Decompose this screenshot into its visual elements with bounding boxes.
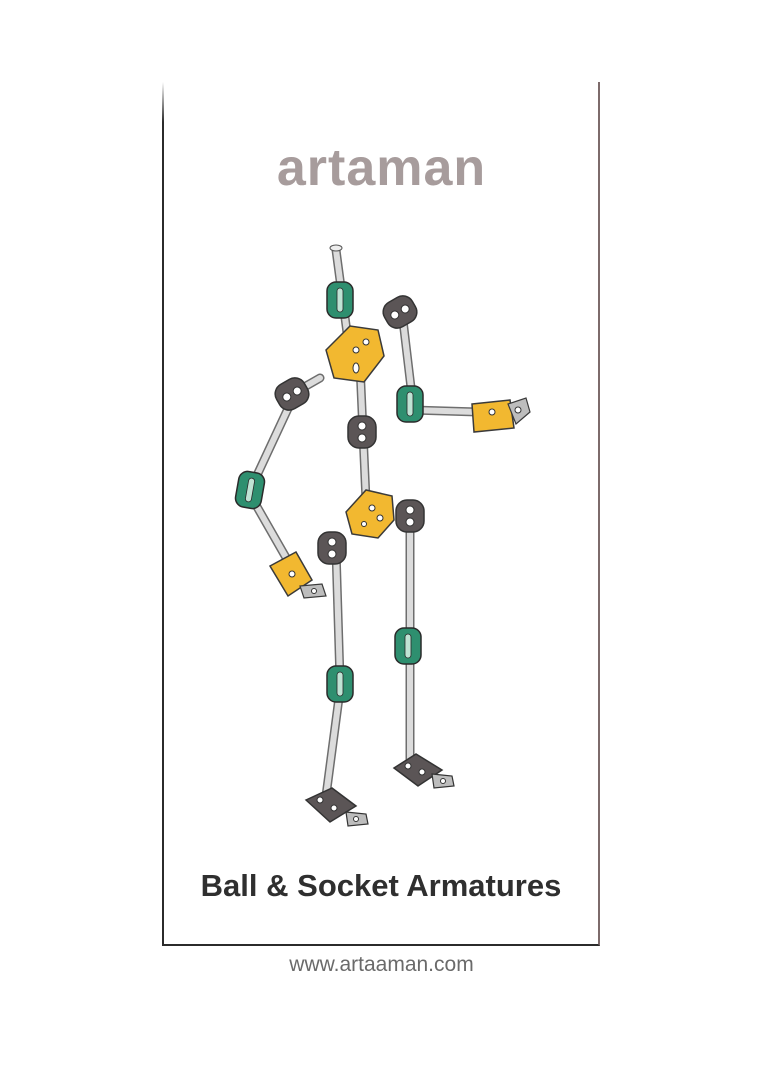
left-elbow-joint xyxy=(233,469,267,511)
right-hand xyxy=(471,397,531,433)
right-hip-joint xyxy=(395,499,425,533)
head-cap xyxy=(329,244,343,252)
right-knee-joint xyxy=(394,627,422,665)
left-hip-joint xyxy=(317,531,347,565)
left-shoulder-joint xyxy=(270,373,314,415)
spine-joint xyxy=(347,415,377,449)
left-knee-joint xyxy=(326,665,354,703)
chest-plate xyxy=(325,325,385,383)
left-hand xyxy=(268,550,327,599)
poster-frame xyxy=(162,82,600,946)
right-foot xyxy=(392,753,455,789)
right-elbow-joint xyxy=(396,385,424,423)
brand-title: artaman xyxy=(276,139,487,197)
armature-illustration xyxy=(233,244,531,827)
right-shoulder-joint xyxy=(378,291,422,333)
frame-fade xyxy=(162,82,164,122)
website-url[interactable]: www.artaaman.com xyxy=(289,953,474,976)
hip-plate xyxy=(345,489,395,539)
left-foot xyxy=(304,787,369,827)
product-subtitle: Ball & Socket Armatures xyxy=(200,868,562,903)
neck-joint xyxy=(326,281,354,319)
